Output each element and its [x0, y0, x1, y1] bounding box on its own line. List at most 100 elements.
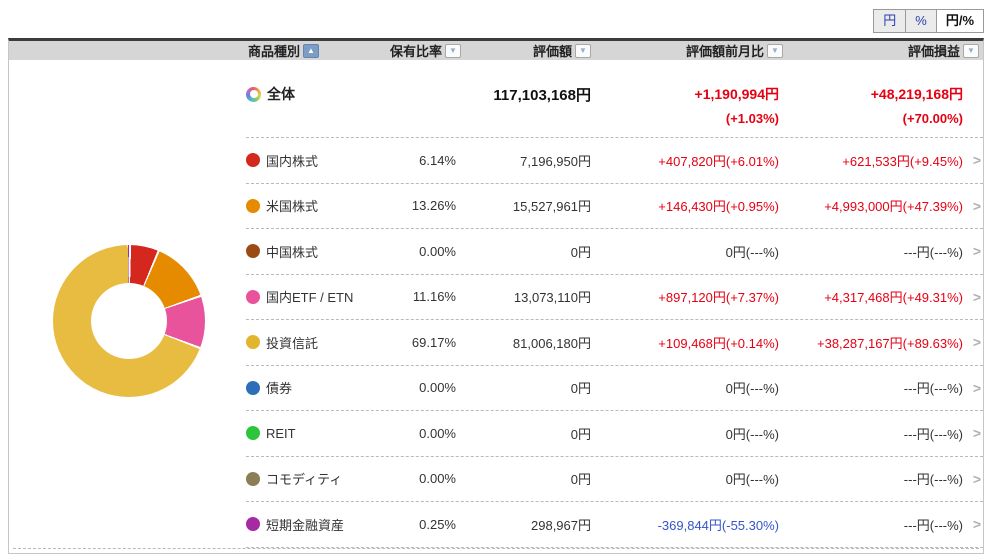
header-valuation-mom: 評価額前月比 ▼ — [686, 41, 783, 60]
row-valuation: 298,967円 — [531, 517, 591, 533]
row-mom: 0円(---%) — [725, 381, 779, 397]
row-pl: +38,287,167円(+89.63%) — [817, 335, 963, 351]
row-mom: -369,844円(-55.30%) — [657, 517, 779, 533]
donut-hole — [91, 283, 167, 359]
row-pl: ---円(---%) — [903, 381, 963, 397]
table-row-us-stocks[interactable]: 米国株式 13.26% 15,527,961円 +146,430円(+0.95%… — [246, 184, 983, 229]
chevron-right-icon[interactable]: > — [972, 152, 981, 169]
row-label: 中国株式 — [266, 244, 319, 260]
category-dot — [246, 153, 260, 168]
row-mom: +407,820円(+6.01%) — [658, 153, 779, 169]
total-mom-value: +1,190,994円 — [694, 86, 779, 102]
total-label-cell: 全体 — [246, 60, 396, 104]
header-valuation: 評価額 ▼ — [533, 41, 591, 60]
row-pl: ---円(---%) — [903, 517, 963, 533]
table-row-commodity[interactable]: コモディティ 0.00% 0円 0円(---%) ---円(---%) > — [246, 457, 983, 502]
total-pl-pct: (+70.00%) — [902, 111, 963, 126]
chevron-right-icon[interactable]: > — [972, 243, 981, 260]
category-dot — [246, 426, 260, 441]
row-label: 米国株式 — [266, 199, 319, 215]
row-valuation: 13,073,110円 — [513, 290, 591, 306]
row-ratio: 0.00% — [419, 425, 456, 441]
chevron-right-icon[interactable]: > — [972, 470, 981, 487]
row-label: 短期金融資産 — [266, 517, 345, 533]
row-valuation: 0円 — [570, 381, 591, 397]
total-mom-pct: (+1.03%) — [725, 111, 779, 126]
header-product-type: 商品種別 ▲ — [248, 41, 319, 60]
row-valuation: 0円 — [570, 244, 591, 260]
total-row: 全体 117,103,168円 +1,190,994円 (+1.03%) +48… — [246, 60, 983, 138]
total-valuation: 117,103,168円 — [493, 87, 591, 104]
total-label: 全体 — [267, 86, 295, 102]
row-mom: +109,468円(+0.14%) — [658, 335, 779, 351]
row-pl: +621,533円(+9.45%) — [842, 153, 963, 169]
category-dot — [246, 289, 260, 304]
table-row-domestic-stocks[interactable]: 国内株式 6.14% 7,196,950円 +407,820円(+6.01%) … — [246, 138, 983, 184]
row-valuation: 7,196,950円 — [520, 153, 591, 169]
table-row-domestic-etf-etn[interactable]: 国内ETF / ETN 11.16% 13,073,110円 +897,120円… — [246, 275, 983, 320]
row-mom: 0円(---%) — [725, 472, 779, 488]
sort-desc-icon: ▼ — [967, 45, 975, 55]
unit-toggle-percent-button[interactable]: % — [905, 9, 937, 33]
table-row-china-stocks[interactable]: 中国株式 0.00% 0円 0円(---%) ---円(---%) > — [246, 229, 983, 275]
header-holding-ratio: 保有比率 ▼ — [390, 41, 461, 60]
row-valuation: 0円 — [570, 426, 591, 442]
total-multicolor-ring-icon — [246, 86, 261, 102]
sort-button-valuation[interactable]: ▼ — [575, 43, 591, 58]
portfolio-panel: 商品種別 ▲ 保有比率 ▼ 評価額 ▼ 評価額前月比 ▼ 評価損益 ▼ 全体 1… — [8, 38, 984, 554]
chevron-right-icon[interactable]: > — [972, 288, 981, 305]
category-dot — [246, 471, 260, 486]
sort-desc-icon: ▼ — [771, 45, 779, 55]
chevron-right-icon[interactable]: > — [972, 334, 981, 351]
category-dot — [246, 198, 260, 213]
row-pl: ---円(---%) — [903, 244, 963, 260]
row-mom: +146,430円(+0.95%) — [658, 199, 779, 215]
row-label: 国内ETF / ETN — [266, 290, 354, 306]
table-row-bonds[interactable]: 債券 0.00% 0円 0円(---%) ---円(---%) > — [246, 366, 983, 411]
unit-toggle-group: 円 % 円/% — [873, 9, 984, 33]
unit-toggle-yen-percent-button[interactable]: 円/% — [935, 9, 984, 33]
row-label: 債券 — [266, 381, 293, 397]
row-ratio: 6.14% — [419, 152, 456, 168]
table-header: 商品種別 ▲ 保有比率 ▼ 評価額 ▼ 評価額前月比 ▼ 評価損益 ▼ — [9, 41, 983, 60]
chevron-right-icon[interactable]: > — [972, 516, 981, 533]
row-pl: +4,317,468円(+49.31%) — [824, 290, 963, 306]
row-ratio: 0.00% — [419, 471, 456, 487]
row-label: REIT — [266, 425, 296, 441]
sort-button-product-type[interactable]: ▲ — [303, 43, 319, 58]
table-row-reit[interactable]: REIT 0.00% 0円 0円(---%) ---円(---%) > — [246, 411, 983, 457]
chevron-right-icon[interactable]: > — [972, 425, 981, 442]
row-ratio: 69.17% — [411, 334, 456, 350]
sort-button-valuation-mom[interactable]: ▼ — [767, 43, 783, 58]
row-valuation: 15,527,961円 — [512, 199, 591, 215]
category-dot — [246, 244, 260, 259]
sort-button-holding-ratio[interactable]: ▼ — [445, 43, 461, 58]
row-ratio: 13.26% — [411, 198, 456, 214]
row-mom: +897,120円(+7.37%) — [658, 290, 779, 306]
header-holding-ratio-label: 保有比率 — [389, 44, 442, 59]
row-label: コモディティ — [266, 472, 343, 488]
sort-asc-icon: ▲ — [307, 45, 315, 55]
sort-desc-icon: ▼ — [449, 45, 457, 55]
chevron-right-icon[interactable]: > — [972, 197, 981, 214]
category-dot — [246, 517, 260, 532]
row-pl: ---円(---%) — [903, 472, 963, 488]
bottom-divider — [13, 547, 979, 549]
row-valuation: 81,006,180円 — [512, 335, 591, 351]
row-ratio: 0.00% — [419, 243, 456, 259]
row-ratio: 0.00% — [419, 380, 456, 396]
row-ratio: 0.25% — [419, 516, 456, 532]
row-ratio: 11.16% — [412, 289, 456, 305]
chevron-right-icon[interactable]: > — [972, 379, 981, 396]
donut-chart — [53, 245, 205, 397]
row-pl: +4,993,000円(+47.39%) — [824, 199, 963, 215]
header-profit-loss-label: 評価損益 — [907, 44, 960, 59]
sort-button-profit-loss[interactable]: ▼ — [963, 43, 979, 58]
header-product-type-label: 商品種別 — [247, 44, 300, 59]
row-valuation: 0円 — [570, 472, 591, 488]
table-row-short-term-assets[interactable]: 短期金融資産 0.25% 298,967円 -369,844円(-55.30%)… — [246, 502, 983, 548]
row-mom: 0円(---%) — [725, 426, 779, 442]
table-row-mutual-funds[interactable]: 投資信託 69.17% 81,006,180円 +109,468円(+0.14%… — [246, 320, 983, 366]
row-pl: ---円(---%) — [903, 426, 963, 442]
unit-toggle-yen-button[interactable]: 円 — [873, 9, 907, 33]
